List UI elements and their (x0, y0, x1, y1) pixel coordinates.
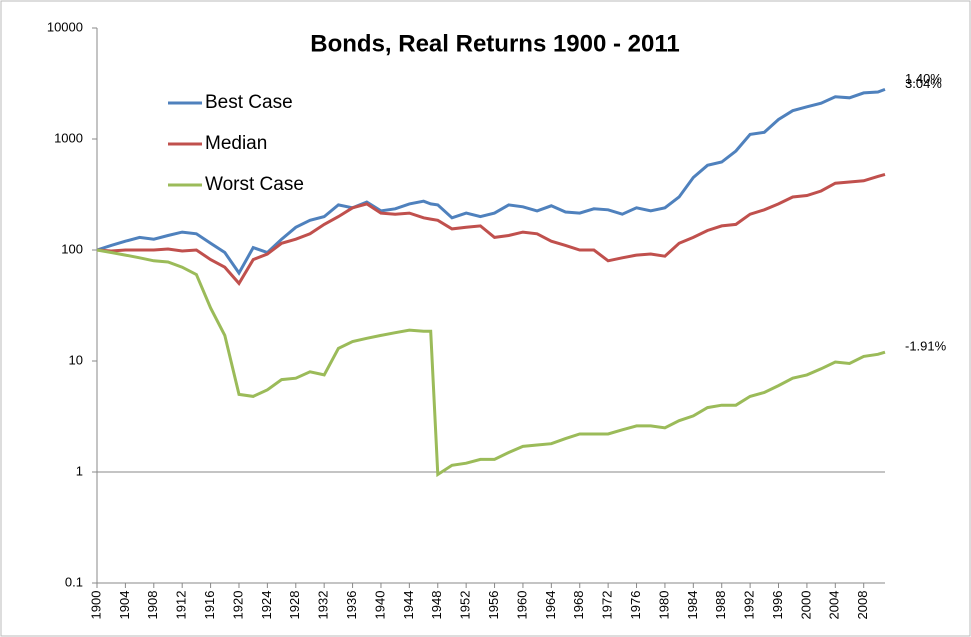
x-tick-label: 1952 (458, 591, 473, 620)
chart-title: Bonds, Real Returns 1900 - 2011 (310, 30, 680, 57)
x-tick-label: 1920 (230, 591, 245, 620)
x-tick-label: 1968 (571, 591, 586, 620)
end-label: 3.04% (905, 76, 942, 91)
x-tick-label: 1996 (770, 591, 785, 620)
x-tick-label: 1984 (685, 591, 700, 620)
series-line (96, 172, 886, 286)
x-tick-label: 1916 (202, 591, 217, 620)
series-line (96, 248, 886, 478)
legend-label: Worst Case (205, 174, 304, 195)
x-tick-label: 2004 (827, 591, 842, 620)
x-tick-label: 1904 (117, 591, 132, 620)
x-tick-label: 1980 (656, 591, 671, 620)
legend-label: Median (205, 133, 267, 154)
x-tick-label: 1988 (713, 591, 728, 620)
x-tick-label: 1908 (145, 591, 160, 620)
y-tick-label: 10 (69, 352, 83, 367)
x-tick-label: 1928 (287, 591, 302, 620)
x-tick-label: 1948 (429, 591, 444, 620)
x-tick-label: 1936 (344, 591, 359, 620)
x-tick-label: 1972 (600, 591, 615, 620)
x-tick-label: 1976 (628, 591, 643, 620)
x-tick-label: 1956 (486, 591, 501, 620)
x-tick-label: 1912 (174, 591, 189, 620)
x-tick-label: 1964 (543, 591, 558, 620)
x-tick-label: 1940 (372, 591, 387, 620)
x-tick-label: 1900 (88, 591, 103, 620)
y-tick-label: 0.1 (65, 574, 83, 589)
legend-label: Best Case (205, 92, 293, 113)
x-tick-label: 2008 (855, 591, 870, 620)
end-label: 1.40% (905, 71, 942, 86)
x-tick-label: 1932 (316, 591, 331, 620)
y-tick-label: 10000 (47, 19, 83, 34)
y-tick-label: 1000 (54, 130, 83, 145)
x-tick-label: 1992 (742, 591, 757, 620)
x-tick-label: 1924 (259, 591, 274, 620)
series-line (96, 87, 886, 276)
y-tick-label: 100 (61, 241, 83, 256)
x-tick-label: 2000 (798, 591, 813, 620)
x-tick-label: 1944 (401, 591, 416, 620)
x-tick-label: 1960 (514, 591, 529, 620)
y-tick-label: 1 (76, 463, 83, 478)
end-label: -1.91% (905, 339, 947, 354)
